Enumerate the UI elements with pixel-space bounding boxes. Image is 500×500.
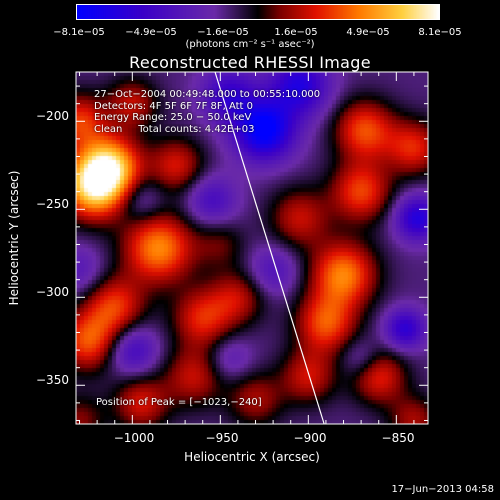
colorbar-tick-label: −4.9e−05 [125,27,177,38]
limb-line-segment [214,71,325,425]
info-time: 27−Oct−2004 00:49:48.000 to 00:55:10.000 [94,89,321,100]
x-tick-label: −850 [381,431,415,445]
chart-title: Reconstructed RHESSI Image [129,53,371,72]
y-tick-label: −300 [36,285,69,299]
timestamp: 17−Jun−2013 04:58 [391,484,494,495]
axis-ticks [76,72,428,424]
info-block: 27−Oct−2004 00:49:48.000 to 00:55:10.000… [94,89,320,135]
colorbar-tick-label: 8.1e−05 [418,27,462,38]
y-axis-label: Heliocentric Y (arcsec) [7,170,21,306]
colorbar-tick-label: −8.1e−05 [53,27,105,38]
y-tick-label: −350 [36,373,69,387]
colorbar-tick-label: 4.9e−05 [346,27,390,38]
y-tick-label: −200 [36,109,69,123]
y-tick-label: −250 [36,197,69,211]
x-axis-label: Heliocentric X (arcsec) [184,450,320,464]
x-tick-label: −1000 [113,431,155,445]
colorbar-units: (photons cm⁻² s⁻¹ asec⁻²) [185,39,315,50]
info-detectors: Detectors: 4F 5F 6F 7F 8F, Att 0 [94,100,254,112]
colorbar-tick-label: −1.6e−05 [197,27,249,38]
info-clean: Clean Total counts: 4.42E+03 [94,123,255,135]
x-tick-label: −950 [205,431,239,445]
colorbar-tick-label: 1.6e−05 [274,27,318,38]
colorbar [76,4,440,20]
peak-position: Position of Peak = [−1023,−240] [96,397,262,408]
info-energy: Energy Range: 25.0 − 50.0 keV [94,112,252,123]
plot-frame [75,71,429,425]
heatmap-image [76,72,428,424]
plot-border [75,71,429,425]
limb-line [214,71,325,425]
x-tick-label: −900 [293,431,327,445]
